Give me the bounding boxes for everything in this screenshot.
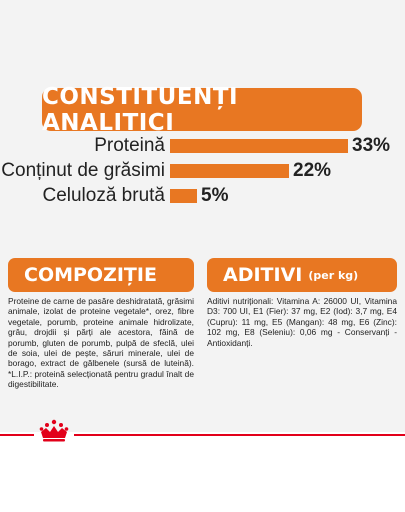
analytic-constituents-title: CONSTITUENȚI ANALITICI xyxy=(42,83,239,136)
fiber-value: 5% xyxy=(201,185,229,206)
footer-line-right xyxy=(74,434,405,436)
footer-line-left xyxy=(0,434,34,436)
additives-header: ADITIVI (per kg) xyxy=(207,258,397,292)
fiber-label: Celuloză brută xyxy=(42,185,165,206)
content-panel xyxy=(0,0,405,432)
fat-bar xyxy=(170,164,289,178)
analytic-constituents-banner: CONSTITUENȚI ANALITICI xyxy=(42,84,362,136)
additives-title: ADITIVI xyxy=(223,264,303,286)
protein-value: 33% xyxy=(352,135,391,156)
fiber-bar xyxy=(170,189,197,203)
composition-text: Proteine de carne de pasăre deshidratată… xyxy=(8,296,194,390)
additives-text: Aditivi nutriționali: Vitamina A: 26000 … xyxy=(207,296,397,348)
royal-canin-crown-icon xyxy=(39,419,69,442)
fat-label: Conținut de grăsimi xyxy=(1,160,165,181)
additives-subtitle: (per kg) xyxy=(308,268,359,282)
protein-bar xyxy=(170,139,348,153)
composition-header: COMPOZIȚIE xyxy=(8,258,194,292)
protein-label: Proteină xyxy=(94,135,165,156)
fat-value: 22% xyxy=(293,160,332,181)
composition-title: COMPOZIȚIE xyxy=(24,264,157,286)
